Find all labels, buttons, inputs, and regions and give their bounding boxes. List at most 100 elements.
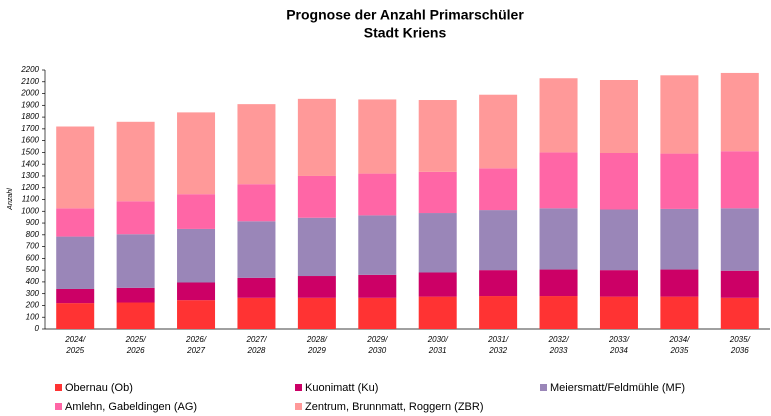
y-tick-label: 1900 xyxy=(21,100,39,109)
y-tick-label: 1700 xyxy=(21,124,39,133)
bar-segment xyxy=(539,296,578,329)
bar-segment xyxy=(116,287,155,303)
bar-segment xyxy=(297,175,336,218)
bar-segment xyxy=(539,78,578,153)
y-tick-label: 400 xyxy=(26,277,40,286)
bar-segment xyxy=(599,270,638,297)
bar-segment xyxy=(720,270,759,298)
bar-segment xyxy=(177,228,216,283)
bar-segment xyxy=(660,208,699,270)
y-tick-label: 900 xyxy=(26,218,40,227)
legend-swatch xyxy=(295,384,302,391)
bar-segment xyxy=(539,208,578,270)
bar-segment xyxy=(720,208,759,271)
bar-segment xyxy=(539,152,578,209)
bar-segment xyxy=(599,152,638,210)
y-tick-label: 300 xyxy=(26,289,40,298)
y-tick-label: 600 xyxy=(26,253,40,262)
legend-swatch xyxy=(540,384,547,391)
bar-segment xyxy=(418,213,457,273)
x-tick-label-box: 2026/ 2027 xyxy=(186,335,207,355)
x-tick-label: 2029/ 2030 xyxy=(367,335,388,355)
bar-segment xyxy=(56,303,95,329)
bar-segment xyxy=(358,99,397,174)
y-tick-label: 1800 xyxy=(21,112,39,121)
x-tick-label-box: 2035/ 2036 xyxy=(729,335,750,355)
bar-segment xyxy=(660,269,699,297)
bar-segment xyxy=(177,282,216,301)
bar-segment xyxy=(660,296,699,329)
y-tick-label: 800 xyxy=(26,230,40,239)
bar-segment xyxy=(56,236,95,289)
bar-segment xyxy=(539,269,578,297)
bar-segment xyxy=(418,272,457,297)
legend-swatch xyxy=(55,384,62,391)
x-tick-label: 2034/ 2035 xyxy=(669,335,690,355)
bar-segment xyxy=(358,274,397,298)
bar-segment xyxy=(358,215,397,275)
x-tick-label-box: 2024/ 2025 xyxy=(65,335,85,355)
x-tick-label-box: 2027/ 2028 xyxy=(246,335,267,355)
bar-segment xyxy=(479,168,518,211)
bar-segment xyxy=(297,297,336,329)
y-tick-label: 700 xyxy=(26,242,40,251)
y-tick-label: 200 xyxy=(25,301,40,310)
legend-label: Kuonimatt (Ku) xyxy=(305,382,378,394)
y-tick-label: 100 xyxy=(26,312,40,321)
bar-segment xyxy=(479,210,518,271)
y-tick-label: 2200 xyxy=(20,65,39,74)
bar-segment xyxy=(237,104,276,185)
bar-segment xyxy=(237,184,276,222)
y-tick-label: 2000 xyxy=(20,89,39,98)
legend-label: Amlehn, Gabeldingen (AG) xyxy=(65,401,197,413)
x-tick-label: 2033/ 2034 xyxy=(608,335,629,355)
bar-segment xyxy=(599,80,638,153)
bar-segment xyxy=(116,234,155,288)
bar-segment xyxy=(599,209,638,271)
y-tick-label: 500 xyxy=(26,265,40,274)
bar-segment xyxy=(237,221,276,278)
y-axis-label: Anzahl xyxy=(7,188,14,211)
x-tick-label: 2028/ 2029 xyxy=(306,335,327,355)
x-tick-label-box: 2028/ 2029 xyxy=(306,335,327,355)
x-tick-label-box: 2033/ 2034 xyxy=(608,335,629,355)
x-tick-label-box: 2032/ 2033 xyxy=(549,335,569,355)
y-tick-label: 1500 xyxy=(21,148,39,157)
legend-label: Obernau (Ob) xyxy=(65,382,133,394)
bar-segment xyxy=(177,194,216,229)
bar-segment xyxy=(660,153,699,209)
legend-swatch xyxy=(295,403,302,410)
x-tick-label: 2026/ 2027 xyxy=(186,335,207,355)
x-tick-label-box: 2025/ 2026 xyxy=(125,335,146,355)
bar-segment xyxy=(660,75,699,154)
bar-segment xyxy=(418,100,457,172)
bar-segment xyxy=(720,151,759,209)
bar-segment xyxy=(720,72,759,152)
bar-segment xyxy=(116,201,155,235)
x-tick-label-box: 2029/ 2030 xyxy=(367,335,388,355)
bar-segment xyxy=(237,297,276,329)
x-tick-label-box: 2031/ 2032 xyxy=(488,335,508,355)
x-tick-label: 2030/ 2031 xyxy=(427,335,448,355)
bar-segment xyxy=(479,270,518,297)
chart-subtitle: Stadt Kriens xyxy=(364,25,447,41)
x-tick-label: 2027/ 2028 xyxy=(246,335,267,355)
x-tick-label-box: 2030/ 2031 xyxy=(427,335,448,355)
bar-segment xyxy=(297,276,336,298)
bar-segment xyxy=(116,121,155,202)
y-tick-label: 1000 xyxy=(21,206,39,215)
x-tick-label: 2035/ 2036 xyxy=(729,335,750,355)
bar-segment xyxy=(237,277,276,298)
x-tick-label: 2025/ 2026 xyxy=(125,335,146,355)
legend-swatch xyxy=(55,403,62,410)
bar-segment xyxy=(358,173,397,216)
bar-segment xyxy=(599,296,638,329)
y-tick-label: 1600 xyxy=(21,136,39,145)
bar-segment xyxy=(297,98,336,176)
legend-label: Zentrum, Brunnmatt, Roggern (ZBR) xyxy=(305,401,484,413)
bar-segment xyxy=(479,94,518,169)
y-tick-label: 1400 xyxy=(21,159,39,168)
bar-segment xyxy=(418,296,457,329)
legend-label: Meiersmatt/Feldmühle (MF) xyxy=(550,382,685,394)
bar-segment xyxy=(56,208,95,237)
